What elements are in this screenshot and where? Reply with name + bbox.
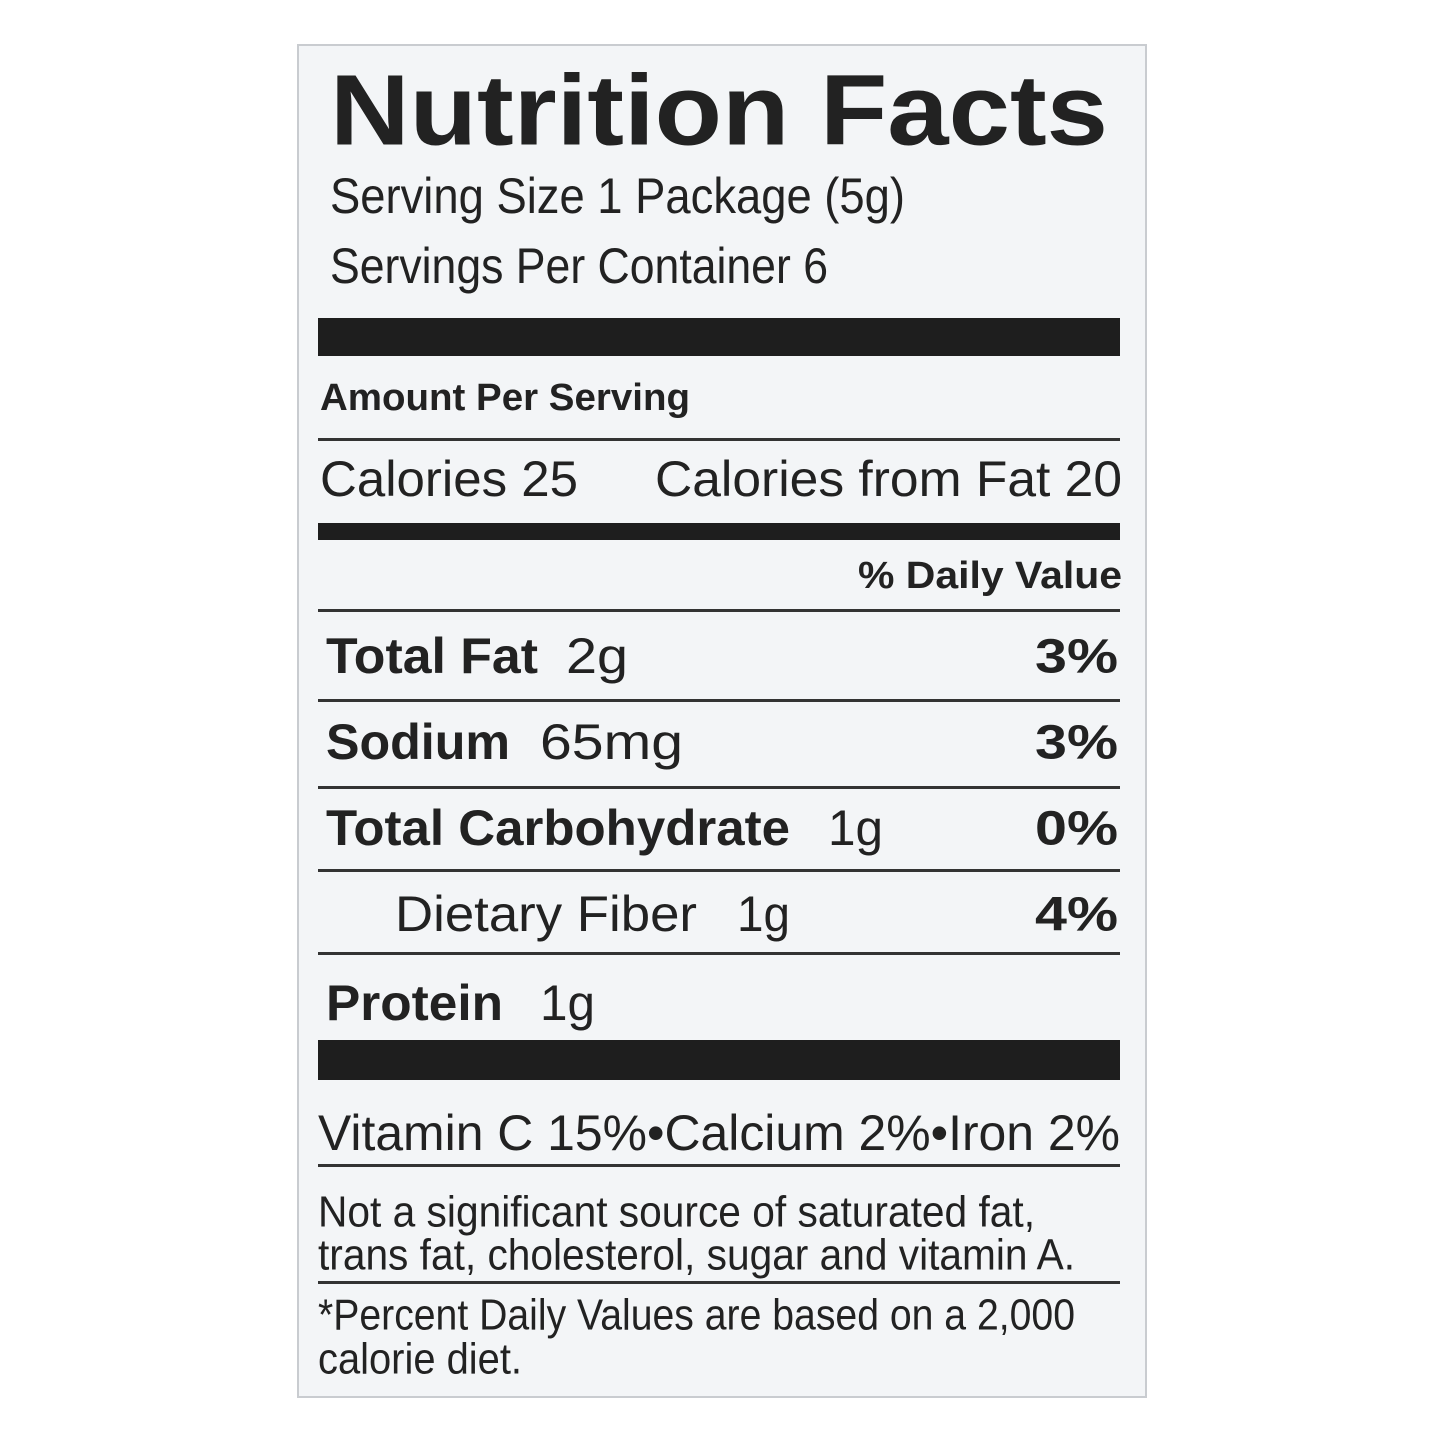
vitamins: Vitamin C 15%•Calcium 2%•Iron 2% <box>318 1105 1120 1161</box>
note-line: trans fat, cholesterol, sugar and vitami… <box>318 1231 1075 1280</box>
amount-per-serving: Amount Per Serving <box>320 377 690 419</box>
rule <box>318 699 1120 702</box>
rule <box>318 952 1120 955</box>
medium-bar <box>318 523 1120 540</box>
daily-value: 3% <box>1035 717 1118 770</box>
thick-bar <box>318 318 1120 356</box>
thick-bar <box>318 1040 1120 1080</box>
calories: Calories 25 <box>320 451 578 507</box>
daily-value: 0% <box>1035 803 1118 856</box>
serving-size: Serving Size 1 Package (5g) <box>330 168 905 224</box>
daily-value: 4% <box>1035 889 1118 942</box>
note-line: Not a significant source of saturated fa… <box>318 1188 1035 1237</box>
nutrient-name: Total Fat <box>326 628 538 684</box>
nutrient-name: Dietary Fiber <box>395 886 697 942</box>
nutrient-amount: 2g <box>566 628 628 684</box>
calories-from-fat: Calories from Fat 20 <box>655 451 1122 507</box>
daily-value-header: % Daily Value <box>858 555 1122 597</box>
nutrient-name: Sodium <box>326 714 510 770</box>
rule <box>318 1164 1120 1167</box>
nutrient-name: Total Carbohydrate <box>326 800 790 856</box>
daily-value: 3% <box>1035 631 1118 684</box>
rule <box>318 786 1120 789</box>
footnote-line: calorie diet. <box>318 1335 522 1384</box>
servings-per-container: Servings Per Container 6 <box>330 238 828 294</box>
nutrient-amount: 1g <box>828 800 883 856</box>
nutrient-amount: 1g <box>540 975 595 1031</box>
label-background <box>297 44 1147 1398</box>
rule <box>318 869 1120 872</box>
title: Nutrition Facts <box>330 54 1108 166</box>
rule <box>318 609 1120 612</box>
rule <box>318 1281 1120 1284</box>
nutrient-amount: 65mg <box>540 714 683 770</box>
nutrient-amount: 1g <box>737 886 790 942</box>
footnote-line: *Percent Daily Values are based on a 2,0… <box>318 1291 1075 1340</box>
rule <box>318 438 1120 441</box>
nutrient-name: Protein <box>326 975 503 1031</box>
